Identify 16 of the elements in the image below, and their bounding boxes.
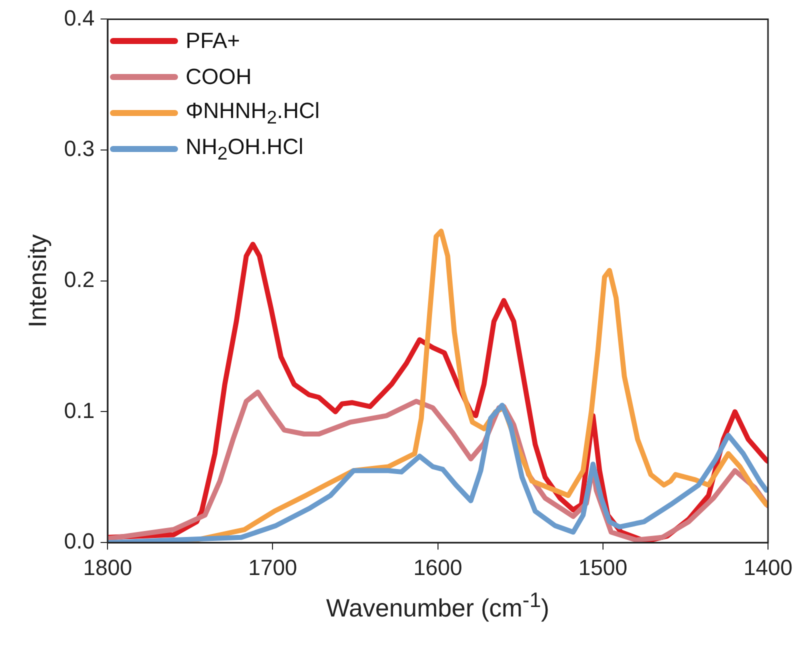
x-axis-title: Wavenumber (cm$^{-1}$): [325, 588, 550, 623]
legend-label: PFA+: [186, 28, 240, 54]
x-tick-label: 1800: [83, 554, 132, 580]
x-tick-label: 1500: [578, 554, 628, 580]
x-tick-label: 1600: [413, 554, 462, 580]
legend-label: ΦNHNH$_{2}$.HCl: [186, 98, 320, 128]
y-tick-label: 0.2: [64, 266, 95, 292]
legend-label: COOH: [186, 64, 252, 90]
y-axis-title: Intensity: [24, 234, 52, 328]
y-tick-label: 0.4: [64, 5, 95, 30]
x-tick-label: 1700: [248, 554, 298, 580]
x-tick-label: 1400: [744, 554, 792, 580]
y-tick-label: 0.0: [64, 528, 95, 554]
y-tick-label: 0.1: [64, 398, 95, 423]
legend-label: NH$_{2}$OH.HCl: [186, 134, 304, 164]
y-tick-label: 0.3: [64, 136, 95, 162]
